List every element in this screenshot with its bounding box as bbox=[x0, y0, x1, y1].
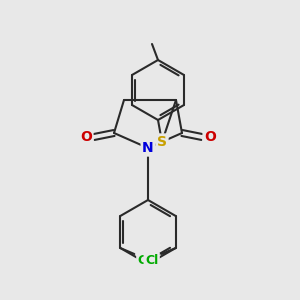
Text: S: S bbox=[157, 135, 167, 149]
Text: O: O bbox=[80, 130, 92, 144]
Text: Cl: Cl bbox=[145, 254, 158, 266]
Text: N: N bbox=[142, 141, 154, 155]
Text: Cl: Cl bbox=[138, 254, 151, 266]
Text: O: O bbox=[204, 130, 216, 144]
